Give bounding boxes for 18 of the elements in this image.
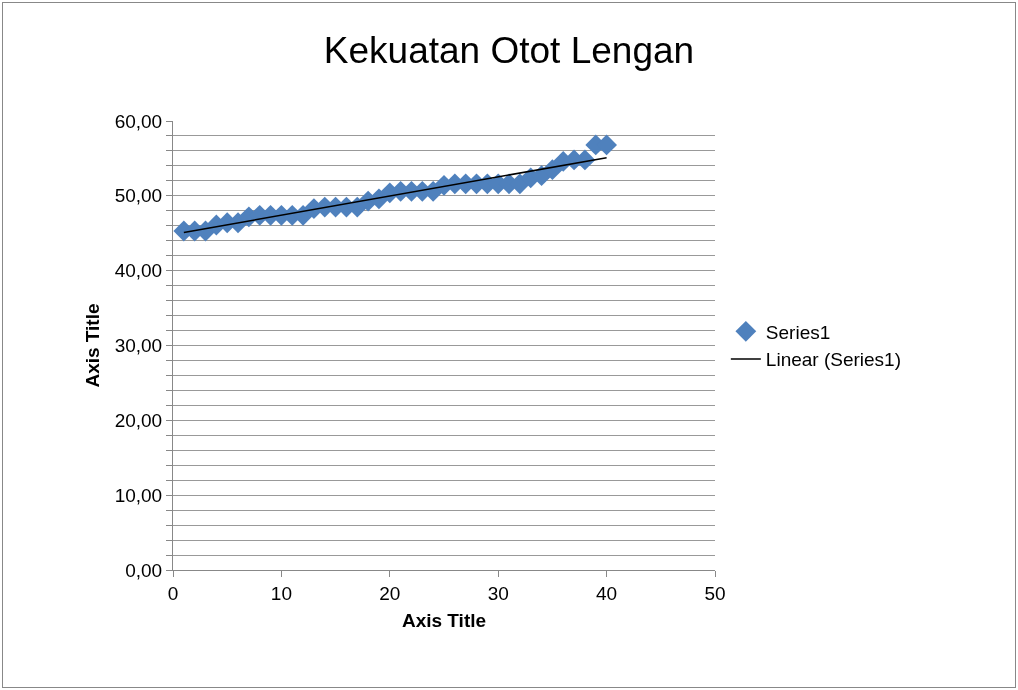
- x-tick-label: 20: [379, 582, 401, 604]
- x-tick-label: 0: [167, 582, 179, 604]
- y-tick-label: 50,00: [114, 185, 163, 207]
- y-tick-label: 60,00: [114, 110, 163, 132]
- y-tick-label: 0,00: [125, 559, 163, 581]
- legend-label: Linear (Series1): [765, 349, 902, 371]
- y-tick-label: 30,00: [114, 335, 163, 357]
- x-tick-label: 50: [704, 582, 726, 604]
- x-tick-label: 30: [487, 582, 509, 604]
- x-axis-title: Axis Title: [401, 609, 487, 631]
- x-tick-label: 10: [270, 582, 292, 604]
- y-tick-label: 40,00: [114, 260, 163, 282]
- chart-title: Kekuatan Otot Lengan: [323, 30, 695, 72]
- x-tick-label: 40: [596, 582, 618, 604]
- y-tick-label: 10,00: [114, 484, 163, 506]
- legend-label: Series1: [765, 321, 831, 343]
- y-tick-label: 20,00: [114, 409, 163, 431]
- y-axis-title: Axis Title: [81, 303, 103, 388]
